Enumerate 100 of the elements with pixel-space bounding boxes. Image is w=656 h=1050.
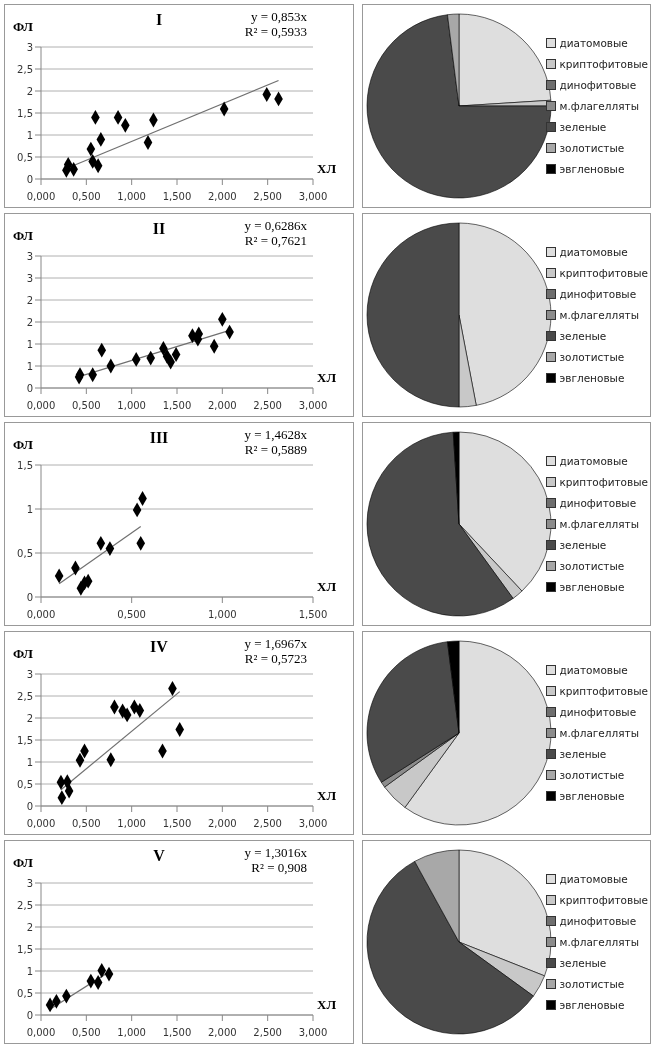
y-tick-label: 2 xyxy=(26,85,33,97)
legend-label: диатомовые xyxy=(559,455,628,467)
x-tick-label: 1,000 xyxy=(117,191,146,203)
text: R² = 0,5889 xyxy=(244,442,307,458)
x-tick-label: 1,500 xyxy=(162,191,192,203)
y-tick-label: 2,5 xyxy=(17,690,33,702)
x-axis-title: ХЛ xyxy=(317,788,337,804)
y-tick-label: 2,5 xyxy=(17,63,33,75)
legend-label: криптофитовые xyxy=(559,267,648,279)
legend-label: динофитовые xyxy=(559,79,637,91)
y-tick-label: 1 xyxy=(26,360,33,372)
legend-label: м.флагелляты xyxy=(559,518,639,530)
y-tick-label: 1,5 xyxy=(17,943,33,955)
y-axis-title: ФЛ xyxy=(13,228,33,244)
x-axis-title: ХЛ xyxy=(317,370,337,386)
x-axis-title: ХЛ xyxy=(317,997,337,1013)
x-tick-label: 2,000 xyxy=(208,818,237,830)
y-tick-label: 2 xyxy=(26,712,33,724)
y-tick-label: 1 xyxy=(26,756,33,768)
legend-label: диатомовые xyxy=(559,664,628,676)
y-tick-label: 0 xyxy=(26,382,33,394)
legend-label: зеленые xyxy=(559,748,607,760)
text: y = 1,4628x xyxy=(244,427,307,443)
chart-title: V xyxy=(153,847,165,864)
chart-title: I xyxy=(155,11,163,28)
x-tick-label: 0,500 xyxy=(72,818,101,830)
x-tick-label: 1,500 xyxy=(162,818,192,830)
x-tick-label: 0,000 xyxy=(26,400,56,412)
y-tick-label: 1,5 xyxy=(17,107,33,119)
x-tick-label: 1,000 xyxy=(208,609,237,621)
x-tick-label: 1,500 xyxy=(162,1027,192,1039)
legend-label: динофитовые xyxy=(559,915,637,927)
x-tick-label: 1,000 xyxy=(117,818,146,830)
y-tick-label: 3 xyxy=(26,41,33,53)
y-tick-label: 0 xyxy=(26,1009,33,1021)
legend-label: криптофитовые xyxy=(559,476,648,488)
y-tick-label: 1 xyxy=(26,965,33,977)
legend-label: зеленые xyxy=(559,330,607,342)
x-tick-label: 0,000 xyxy=(26,1027,56,1039)
legend-label: золотистые xyxy=(559,978,625,990)
legend-label: криптофитовые xyxy=(559,894,648,906)
x-tick-label: 0,000 xyxy=(26,609,56,621)
y-tick-label: 2,5 xyxy=(17,899,33,911)
x-tick-label: 2,000 xyxy=(208,1027,237,1039)
legend-label: м.флагелляты xyxy=(559,100,639,112)
x-tick-label: 0,500 xyxy=(72,1027,101,1039)
legend-label: золотистые xyxy=(559,351,625,363)
legend-label: эвгленовые xyxy=(559,581,625,593)
y-tick-label: 0 xyxy=(26,591,33,603)
y-tick-label: 0 xyxy=(26,173,33,185)
x-axis-title: ХЛ xyxy=(317,161,337,177)
y-tick-label: 0 xyxy=(26,800,33,812)
legend-label: динофитовые xyxy=(559,288,637,300)
legend-label: м.флагелляты xyxy=(559,936,639,948)
y-tick-label: 1,5 xyxy=(17,459,33,471)
x-tick-label: 2,000 xyxy=(208,400,237,412)
x-tick-label: 1,000 xyxy=(117,1027,146,1039)
pie-slice xyxy=(366,14,552,199)
x-tick-label: 3,000 xyxy=(298,400,328,412)
legend-label: зеленые xyxy=(559,121,607,133)
text: y = 0,6286x xyxy=(244,218,307,234)
y-axis-title: ФЛ xyxy=(13,437,33,453)
y-tick-label: 1 xyxy=(26,503,33,515)
text: R² = 0,5933 xyxy=(244,24,307,40)
legend-label: криптофитовые xyxy=(559,685,648,697)
legend-label: криптофитовые xyxy=(559,58,648,70)
legend-label: эвгленовые xyxy=(559,372,625,384)
x-tick-label: 2,500 xyxy=(253,191,282,203)
legend-label: м.флагелляты xyxy=(559,727,639,739)
x-tick-label: 2,500 xyxy=(253,400,282,412)
x-tick-label: 0,000 xyxy=(26,191,56,203)
y-tick-label: 2 xyxy=(26,316,33,328)
legend-label: эвгленовые xyxy=(559,163,625,175)
legend-label: зеленые xyxy=(559,957,607,969)
legend-label: золотистые xyxy=(559,769,625,781)
x-tick-label: 0,500 xyxy=(117,609,146,621)
y-tick-label: 3 xyxy=(26,877,33,889)
y-tick-label: 3 xyxy=(26,668,33,680)
chart-title: III xyxy=(149,429,169,446)
y-tick-label: 0,5 xyxy=(17,778,33,790)
text: y = 1,6967x xyxy=(244,636,307,652)
text: y = 1,3016x xyxy=(244,845,307,861)
x-tick-label: 3,000 xyxy=(298,1027,328,1039)
x-tick-label: 1,500 xyxy=(298,609,328,621)
legend-label: диатомовые xyxy=(559,246,628,258)
x-tick-label: 1,000 xyxy=(117,400,146,412)
text: R² = 0,7621 xyxy=(244,233,307,249)
x-tick-label: 2,500 xyxy=(253,818,282,830)
y-tick-label: 1,5 xyxy=(17,734,33,746)
x-tick-label: 0,500 xyxy=(72,191,101,203)
text: R² = 0,908 xyxy=(251,860,307,876)
chart-title: IV xyxy=(150,638,168,655)
y-tick-label: 0,5 xyxy=(17,547,33,559)
legend-label: золотистые xyxy=(559,560,625,572)
x-tick-label: 0,500 xyxy=(72,400,101,412)
y-axis-title: ФЛ xyxy=(13,646,33,662)
x-tick-label: 3,000 xyxy=(298,818,328,830)
legend-label: м.флагелляты xyxy=(559,309,639,321)
x-tick-label: 2,000 xyxy=(208,191,237,203)
legend-label: зеленые xyxy=(559,539,607,551)
